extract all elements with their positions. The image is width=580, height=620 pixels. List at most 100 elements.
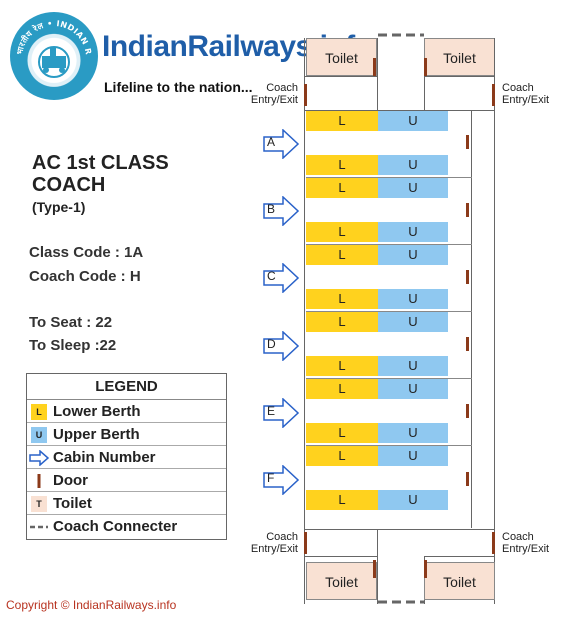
vestibule-wall	[304, 530, 305, 604]
lower-berth[interactable]: L	[306, 222, 378, 242]
vestibule-wall	[424, 556, 495, 557]
lower-berth[interactable]: L	[306, 423, 378, 443]
upper-berth[interactable]: U	[378, 379, 448, 399]
toilet-top-left: Toilet	[306, 38, 377, 76]
upper-berth[interactable]: U	[378, 423, 448, 443]
lower-berth[interactable]: L	[306, 379, 378, 399]
vestibule-wall	[377, 530, 378, 604]
cabin-number: C	[267, 269, 276, 283]
upper-berth[interactable]: U	[378, 289, 448, 309]
lower-berth[interactable]: L	[306, 155, 378, 175]
lower-berth[interactable]: L	[306, 289, 378, 309]
toilet-door	[424, 560, 427, 578]
entry-exit-label: Coach Entry/Exit	[250, 531, 298, 555]
lower-berth[interactable]: L	[306, 178, 378, 198]
upper-berth-swatch: U	[31, 427, 47, 443]
legend-item-coach-connecter: Coach Connecter	[27, 515, 226, 538]
indian-railways-logo: भारतीय रेल • INDIAN RAILWAYS	[10, 12, 98, 100]
toilet-bottom-left: Toilet	[306, 562, 377, 600]
vestibule-wall	[424, 76, 495, 77]
legend-item-upper-berth: U Upper Berth	[27, 423, 226, 446]
legend-item-lower-berth: L Lower Berth	[27, 400, 226, 423]
cabin-arrow-d: D	[263, 330, 300, 362]
vestibule-wall	[377, 38, 378, 110]
cabin-arrow-a: A	[263, 128, 300, 160]
toilet-door	[373, 58, 376, 76]
legend: LEGEND L Lower Berth U Upper Berth Cabin…	[26, 373, 227, 540]
legend-item-door: Door	[27, 469, 226, 492]
toilet-top-right: Toilet	[424, 38, 495, 76]
vestibule-wall	[424, 76, 425, 110]
vestibule-wall	[494, 38, 495, 110]
class-code: Class Code : 1A	[29, 244, 144, 261]
toilet-bottom-right: Toilet	[424, 562, 495, 600]
cabin-door	[466, 203, 469, 217]
coach-title: AC 1st CLASS COACH	[32, 152, 169, 196]
entry-exit-label: Coach Entry/Exit	[502, 82, 550, 106]
berth-divider	[306, 311, 472, 312]
door-icon	[31, 473, 47, 489]
upper-berth[interactable]: U	[378, 222, 448, 242]
entry-exit-label: Coach Entry/Exit	[250, 82, 298, 106]
legend-label: Cabin Number	[53, 449, 156, 466]
berth-divider	[306, 445, 472, 446]
berth-divider	[306, 177, 472, 178]
upper-berth[interactable]: U	[378, 178, 448, 198]
legend-item-toilet: T Toilet	[27, 492, 226, 515]
entry-door-left	[304, 532, 307, 554]
cabin-number: E	[267, 404, 276, 418]
lower-berth[interactable]: L	[306, 446, 378, 466]
upper-berth[interactable]: U	[378, 490, 448, 510]
to-seat: To Seat : 22	[29, 314, 113, 331]
cabin-arrow-c: C	[263, 262, 300, 294]
lower-berth[interactable]: L	[306, 111, 378, 131]
legend-label: Toilet	[53, 495, 92, 512]
coach-title-line1: AC 1st CLASS	[32, 152, 169, 174]
vestibule-wall	[304, 76, 378, 77]
to-sleep: To Sleep :22	[29, 337, 117, 354]
cabin-arrow-f: F	[263, 464, 300, 496]
upper-berth[interactable]: U	[378, 245, 448, 265]
coach-connecter-bottom	[378, 600, 424, 604]
cabin-number: F	[267, 471, 275, 485]
coach-connecter-top	[378, 33, 424, 37]
cabin-door	[466, 337, 469, 351]
cabin-door	[466, 135, 469, 149]
corridor-wall	[471, 111, 472, 528]
lower-berth[interactable]: L	[306, 312, 378, 332]
cabin-number: D	[267, 337, 276, 351]
berth-divider	[306, 244, 472, 245]
lower-berth-swatch: L	[31, 404, 47, 420]
coach-subtitle: (Type-1)	[32, 199, 86, 215]
berth-divider	[306, 378, 472, 379]
vestibule-wall	[304, 556, 378, 557]
lower-berth[interactable]: L	[306, 490, 378, 510]
vestibule-wall	[304, 38, 305, 110]
legend-label: Upper Berth	[53, 426, 140, 443]
cabin-number: B	[267, 202, 276, 216]
lower-berth[interactable]: L	[306, 356, 378, 376]
upper-berth[interactable]: U	[378, 446, 448, 466]
upper-berth[interactable]: U	[378, 111, 448, 131]
copyright[interactable]: Copyright © IndianRailways.info	[6, 598, 177, 612]
coach-title-line2: COACH	[32, 174, 106, 196]
upper-berth[interactable]: U	[378, 155, 448, 175]
cabin-door	[466, 472, 469, 486]
upper-berth[interactable]: U	[378, 312, 448, 332]
toilet-swatch: T	[31, 496, 47, 512]
legend-label: Coach Connecter	[53, 518, 178, 535]
upper-berth[interactable]: U	[378, 356, 448, 376]
lower-berth[interactable]: L	[306, 245, 378, 265]
toilet-door	[424, 58, 427, 76]
legend-label: Lower Berth	[53, 403, 141, 420]
entry-exit-label: Coach Entry/Exit	[502, 531, 550, 555]
legend-label: Door	[53, 472, 88, 489]
coach-body	[304, 110, 495, 530]
legend-item-cabin-number: Cabin Number	[27, 446, 226, 469]
cabin-arrow-b: B	[263, 195, 300, 227]
dashed-line-icon	[29, 519, 49, 535]
entry-door-right	[492, 84, 495, 106]
cabin-number: A	[267, 135, 276, 149]
cabin-arrow-e: E	[263, 397, 300, 429]
coach-code: Coach Code : H	[29, 268, 141, 285]
